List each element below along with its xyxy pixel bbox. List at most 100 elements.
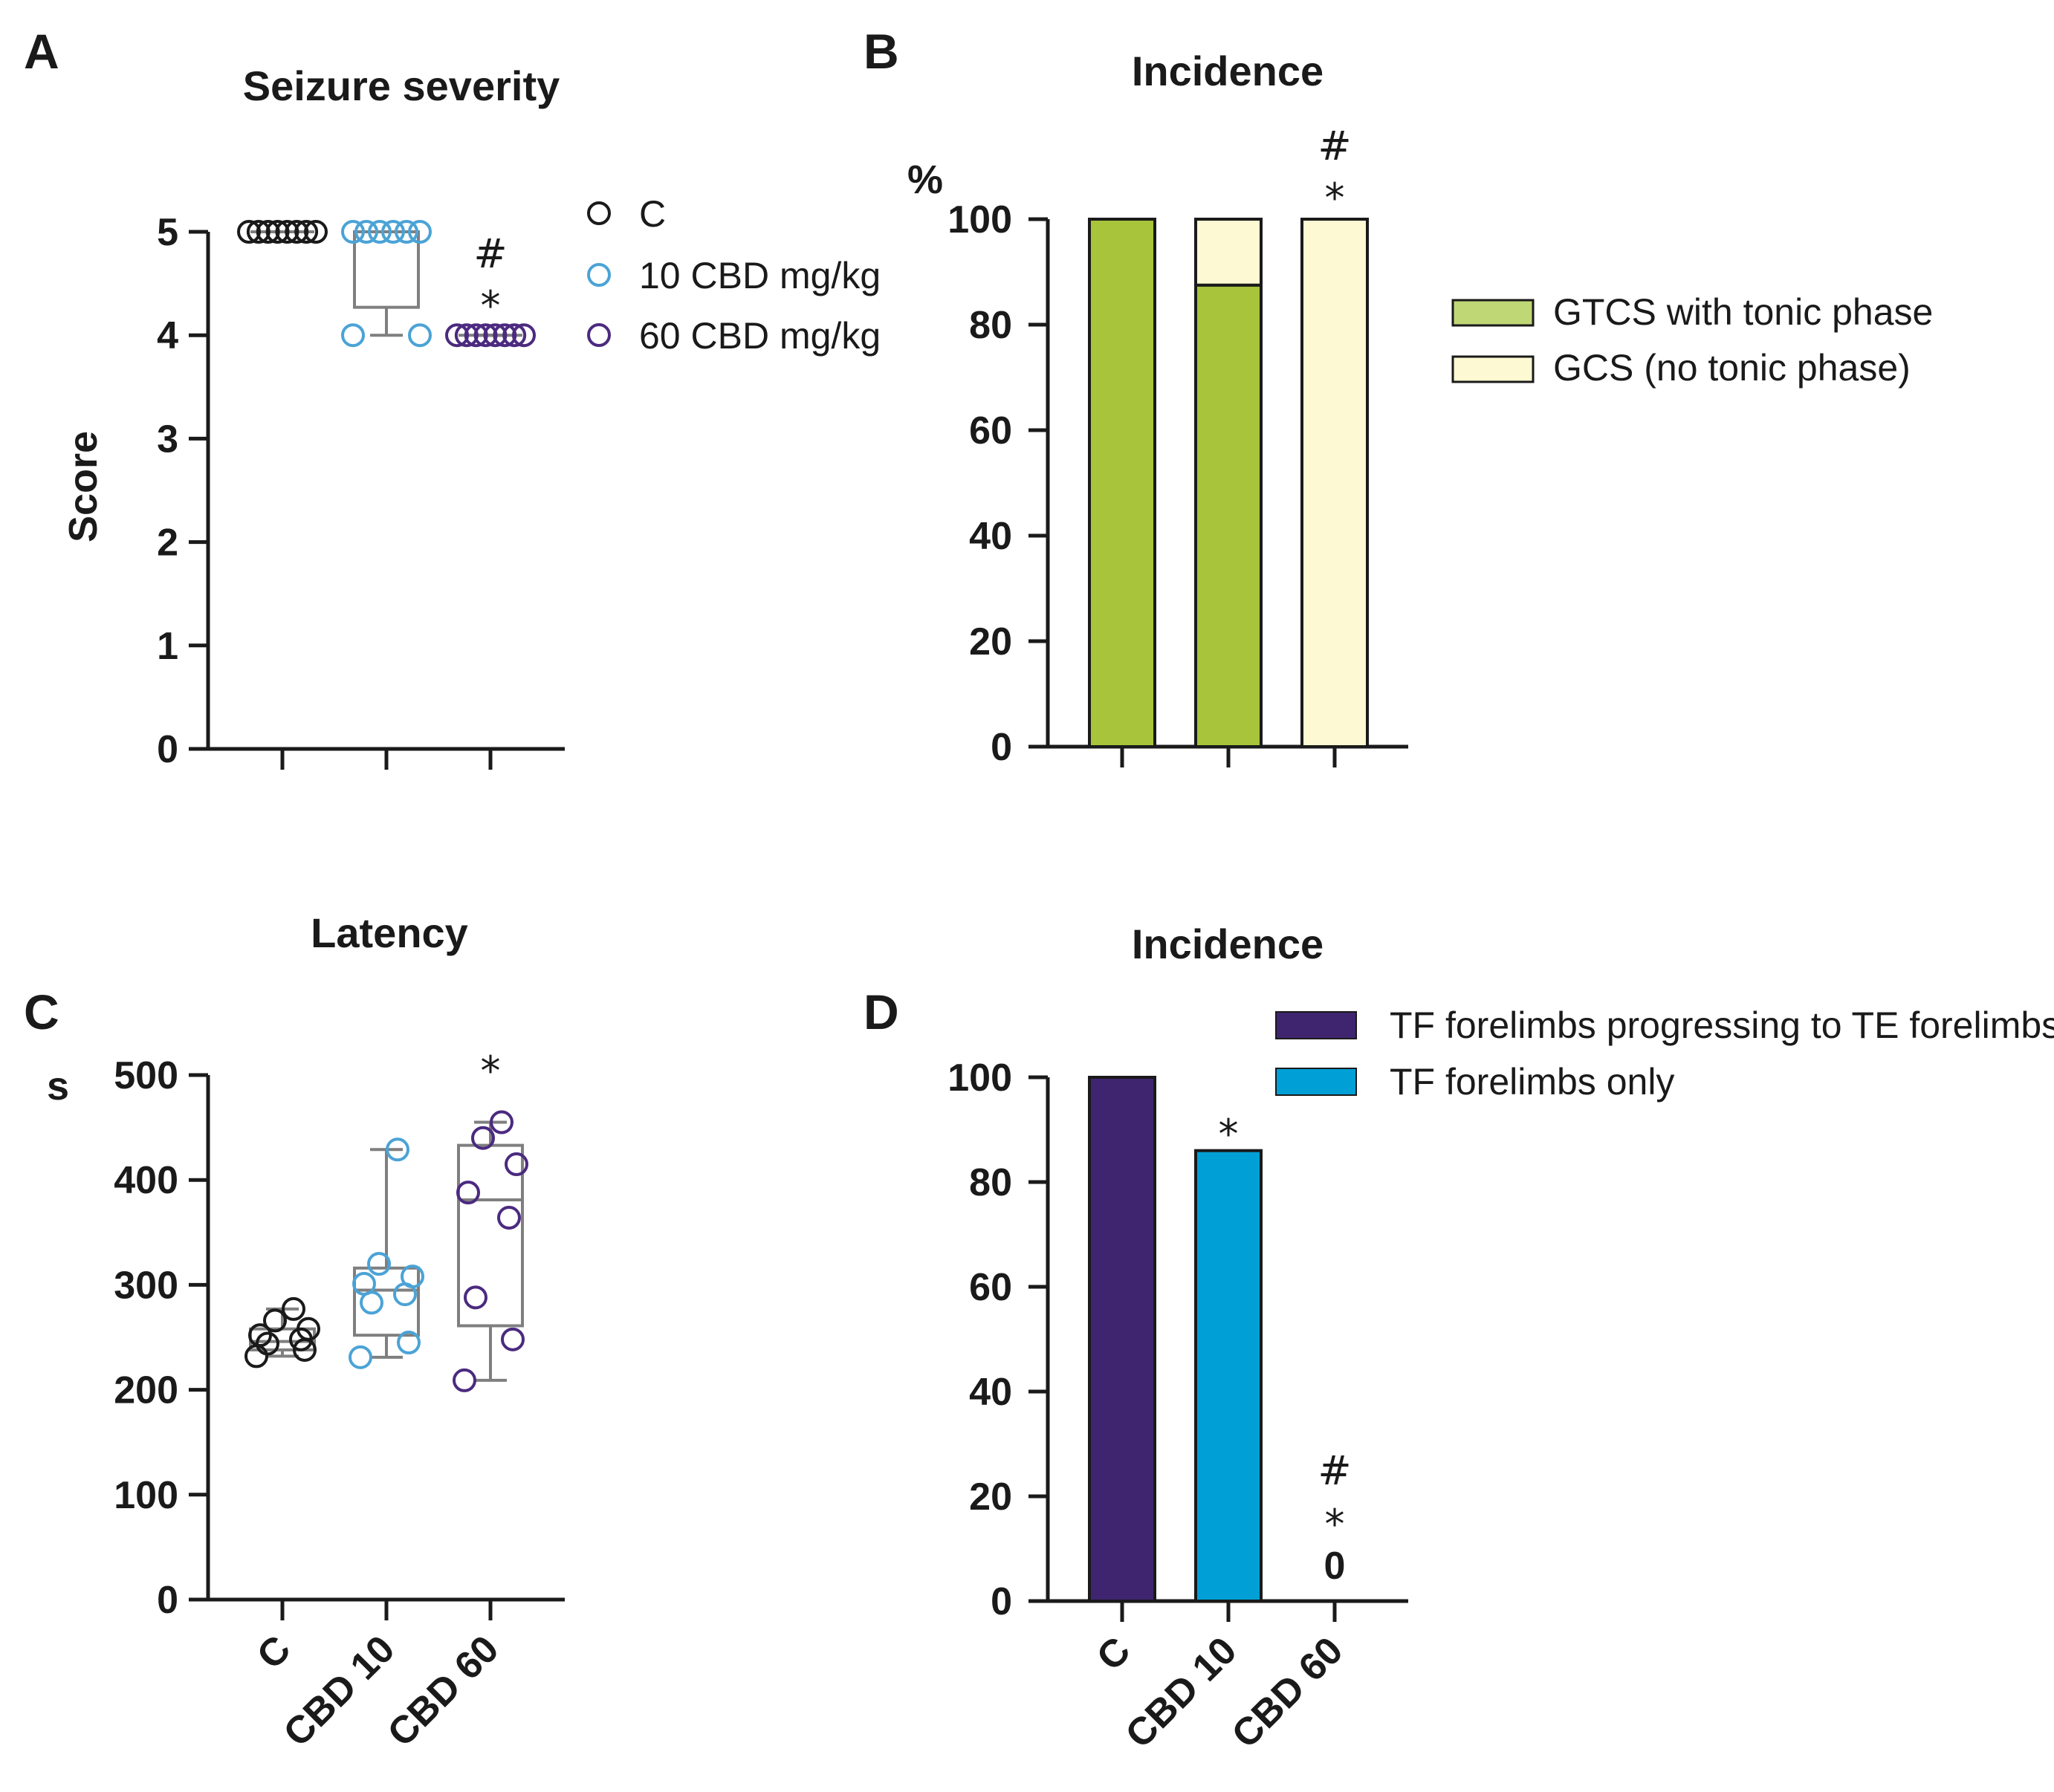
data-point [505,1152,528,1177]
data-point [395,220,418,244]
panel-d-title: Incidence [1132,921,1324,967]
legend-swatch-tf-only [1275,1068,1357,1096]
data-point [304,220,328,244]
data-point [341,323,365,348]
data-point [408,323,432,348]
data-point [263,1308,287,1333]
sig-hash: # [1318,1447,1351,1494]
data-point [256,220,280,244]
y-tick-label: 0 [157,1579,178,1622]
legend-marker-c [587,201,611,225]
panel-b-title: Incidence [1132,48,1324,94]
y-tick-label: 0 [991,1580,1012,1623]
legend-swatch-gtcs [1451,299,1535,327]
y-tick-label: 20 [969,620,1012,663]
legend-label-tf-only: TF forelimbs only [1390,1061,1674,1103]
legend-swatch-tf-te [1275,1011,1357,1039]
panel-letter-b: B [864,24,899,79]
y-tick-label: 300 [114,1264,178,1307]
data-point [248,1323,272,1348]
data-point [501,1327,525,1351]
panel-a-ylabel: Score [61,431,106,542]
data-point [294,220,319,244]
data-point [493,323,517,348]
sig-hash: # [473,230,507,277]
y-tick-label: 100 [947,198,1012,241]
data-point [386,1137,409,1162]
x-tick-label: CBD 10 [276,1627,404,1755]
data-point [341,220,365,244]
y-tick-label: 60 [969,1266,1012,1309]
y-tick-label: 4 [157,314,178,357]
data-point [285,220,309,244]
y-tick-label: 200 [114,1369,178,1412]
data-point [265,220,290,244]
y-tick-label: 3 [157,418,178,461]
y-tick-label: 100 [114,1474,178,1517]
panel-c-title: Latency [311,909,468,956]
data-point [368,220,392,244]
data-point [456,1181,480,1205]
panel-c-ylabel: s [47,1064,69,1108]
legend-marker-cbd60 [587,323,611,347]
data-point [502,323,527,348]
legend-label-cbd10: 10 CBD mg/kg [639,255,881,296]
sig-star: * [481,282,501,329]
panel-b-plot: 0 20 40 60 80 100 # * [947,123,1408,769]
y-tick-label: 400 [114,1159,178,1202]
sig-hash: # [1318,123,1351,169]
bar-zero-label: 0 [1324,1545,1346,1588]
data-point [490,1110,514,1134]
data-point [408,220,432,244]
data-point [512,323,536,348]
data-point [464,323,488,348]
sig-star: * [1325,175,1345,221]
y-tick-label: 5 [157,211,178,254]
bar-segment [1088,218,1156,748]
sig-star: * [481,1048,501,1094]
data-point [367,1252,391,1276]
bar-segment [1194,218,1263,287]
y-tick-label: 500 [114,1054,178,1097]
data-point [256,1331,279,1356]
bar [1088,1076,1156,1603]
y-tick-label: 0 [991,726,1012,769]
y-tick-label: 20 [969,1476,1012,1519]
data-point [453,1368,476,1392]
sig-star: * [1325,1501,1345,1548]
data-point [352,1271,376,1296]
legend-label-tf-te: TF forelimbs progressing to TE forelimbs [1390,1004,2054,1046]
panel-a-plot: 0 1 2 3 4 5 # * [157,211,565,771]
data-point [381,220,405,244]
data-point [282,1296,305,1321]
panel-a-title: Seizure severity [243,62,560,109]
x-tick-label: CBD 60 [380,1627,508,1755]
data-point [275,220,299,244]
legend-label-gtcs: GTCS with tonic phase [1553,291,1933,333]
x-tick-label: C [1089,1629,1139,1679]
panel-b-ylabel: % [907,158,943,202]
data-point [246,220,270,244]
legend-marker-cbd10 [587,263,611,287]
y-tick-label: 80 [969,1161,1012,1204]
data-point [483,323,508,348]
legend-swatch-gcs [1451,355,1535,383]
data-point [445,323,469,348]
x-tick-label: C [249,1627,299,1678]
bar [1194,1149,1263,1603]
panel-b-legend: GTCS with tonic phase GCS (no tonic phas… [1451,291,1933,389]
data-point [497,1206,521,1230]
data-point [471,1126,495,1150]
y-tick-label: 60 [969,409,1012,452]
bar-segment [1300,218,1369,748]
panel-letter-a: A [24,24,59,79]
panel-letter-c: C [24,984,59,1039]
legend-label-gcs: GCS (no tonic phase) [1553,347,1911,389]
bar-segment [1194,283,1263,748]
data-point [349,1345,372,1369]
y-tick-label: 2 [157,522,178,565]
data-point [401,1265,424,1289]
legend-label-c: C [639,193,666,235]
